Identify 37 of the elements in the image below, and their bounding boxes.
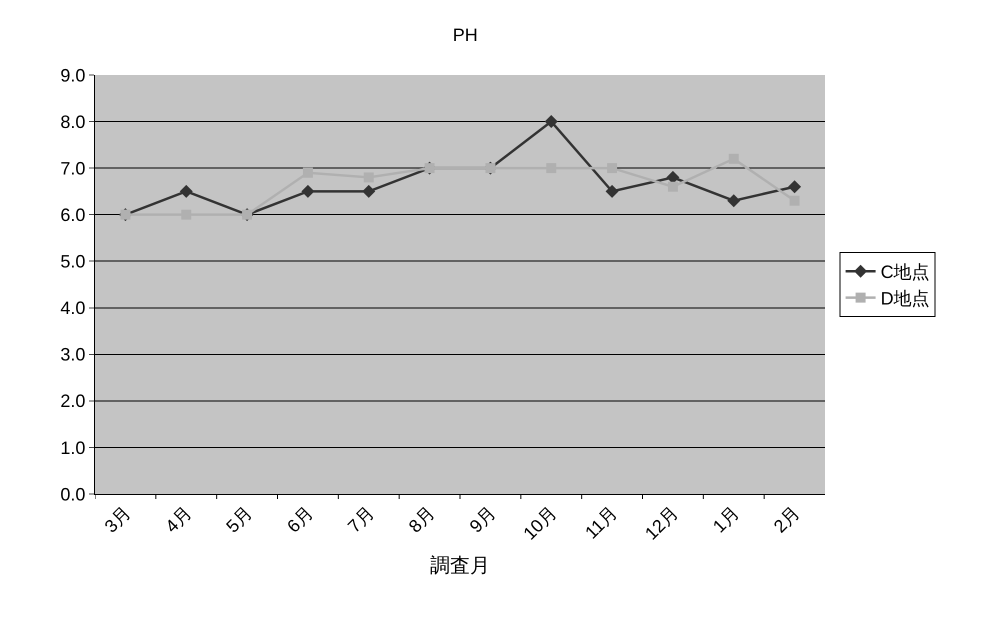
y-tick-label: 9.0 [60,65,86,86]
y-tick-label: 7.0 [60,158,86,178]
x-tick-label: 5月 [222,502,256,537]
point [607,163,618,174]
x-tick-label: 9月 [466,502,500,537]
point [302,168,313,178]
y-tick-label: 3.0 [60,344,86,365]
point [606,184,619,198]
point [180,184,193,198]
chart-title: PH [452,24,478,45]
x-tick-label: 1月 [708,502,743,537]
y-tick-label: 4.0 [60,298,86,318]
y-tick-label: 1.0 [60,438,86,458]
x-tick-label: 3月 [100,502,135,537]
point [362,184,376,198]
y-tick-label: 2.0 [60,391,86,412]
x-tick-label: 2月 [770,502,804,537]
x-tick-label: 8月 [404,502,439,537]
point [544,115,558,128]
point [301,184,314,198]
x-tick-label: 11月 [581,502,622,543]
x-tick-label: 10月 [519,502,560,544]
y-tick-label: 5.0 [60,252,86,272]
legend-label: D地点 [880,288,930,309]
point [788,180,802,194]
y-tick-label: 8.0 [60,112,86,132]
x-tick-label: 12月 [641,502,682,544]
point [727,194,740,208]
x-axis-title: 調査月 [430,555,490,578]
point [668,182,678,192]
y-tick-label: 6.0 [60,204,86,225]
legend-label: C地点 [880,262,930,282]
x-tick-label: 6月 [283,502,318,537]
x-tick-label: 7月 [344,502,378,537]
x-tick-label: 4月 [161,502,196,537]
point [666,170,680,184]
y-tick-label: 0.0 [60,484,86,504]
